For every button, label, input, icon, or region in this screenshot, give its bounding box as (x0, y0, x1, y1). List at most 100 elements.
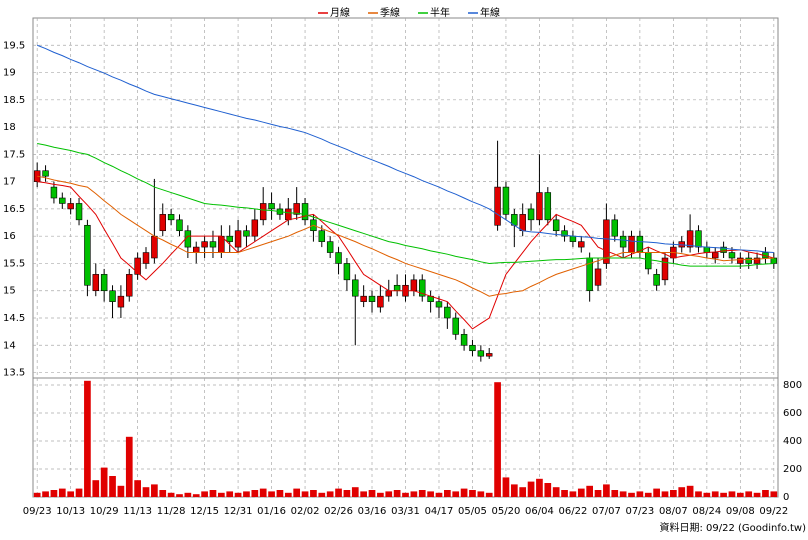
candle-body (301, 203, 309, 221)
y2-tick-label: 600 (783, 408, 802, 419)
candle-body (711, 252, 719, 259)
volume-bar (628, 492, 635, 497)
x-tick-label: 09/23 (23, 506, 52, 517)
candle-body (100, 274, 108, 292)
ma-line (37, 44, 774, 254)
candle-body (720, 246, 727, 253)
volume-bar (326, 491, 334, 497)
x-tick-label: 11/28 (157, 506, 186, 517)
candle-body (519, 214, 526, 232)
volume-bar (50, 490, 58, 497)
candle-body (75, 203, 83, 221)
volume-bar (117, 485, 125, 497)
volume-bar (176, 494, 183, 497)
candle-body (268, 203, 275, 210)
candle-body (67, 203, 74, 210)
y-tick-label: 17 (3, 177, 16, 188)
volume-bar (644, 492, 652, 497)
candle-body (285, 208, 292, 221)
volume-bar (703, 492, 711, 497)
volume-bar (603, 484, 610, 497)
candle-body (134, 257, 141, 275)
candle-body (502, 186, 510, 215)
volume-bar (611, 490, 619, 497)
legend-label: 年線 (480, 6, 500, 19)
candle-body (84, 224, 91, 286)
candle-body (326, 241, 334, 253)
volume-bar (201, 491, 208, 497)
y-tick-label: 19.5 (3, 40, 25, 51)
candle-body (142, 252, 150, 264)
volume-bar (368, 490, 376, 497)
candle-body (578, 241, 585, 248)
volume-bar (561, 490, 568, 497)
volume-bar (594, 490, 602, 497)
candle-body (318, 230, 326, 242)
candle-body (728, 252, 736, 259)
volume-bar (335, 488, 342, 497)
candle-body (352, 279, 359, 297)
volume-bar (460, 488, 468, 497)
volume-bar (736, 492, 744, 497)
y2-tick-label: 400 (783, 436, 802, 447)
candle-body (50, 186, 58, 199)
volume-bar (577, 488, 585, 497)
ma-line (37, 175, 774, 297)
candle-body (686, 230, 694, 248)
volume-bar (293, 488, 301, 497)
volume-bar (728, 491, 736, 497)
candle-body (569, 235, 577, 242)
volume-bar (192, 494, 200, 497)
x-tick-label: 05/05 (458, 506, 487, 517)
x-tick-label: 02/26 (324, 506, 353, 517)
candle-body (460, 334, 468, 346)
candle-body (176, 219, 183, 232)
volume-bar (686, 485, 694, 497)
candle-body (611, 219, 618, 237)
volume-bar (469, 490, 476, 497)
candle-body (201, 241, 208, 248)
volume-bar (42, 491, 49, 497)
volume-bar (661, 491, 669, 497)
candle-body (561, 230, 568, 237)
candle-body (193, 246, 200, 253)
volume-bar (586, 485, 594, 497)
volume-bar (351, 487, 359, 497)
volume-bar (770, 491, 778, 497)
candle-body (469, 344, 476, 352)
candle-body (377, 295, 384, 308)
candle-body (770, 257, 778, 264)
x-tick-label: 12/31 (224, 506, 253, 517)
y2-tick-label: 0 (783, 492, 789, 503)
candle-body (552, 219, 560, 232)
x-tick-label: 09/22 (759, 506, 788, 517)
volume-bar (711, 491, 719, 497)
candle-body (393, 284, 401, 292)
volume-bar (151, 484, 158, 497)
candle-body (385, 290, 392, 297)
candle-body (109, 290, 116, 302)
candle-body (410, 279, 418, 292)
candle-body (695, 230, 702, 248)
candle-body (117, 295, 125, 308)
candle-body (544, 192, 552, 221)
candle-body (737, 257, 744, 264)
volume-bar (636, 491, 644, 497)
volume-bar (360, 491, 367, 497)
volume-bar (569, 491, 577, 497)
volume-bar (762, 490, 769, 497)
candle-body (360, 295, 367, 302)
x-tick-label: 11/13 (123, 506, 152, 517)
candle-body (226, 235, 233, 242)
volume-bar (84, 380, 91, 497)
volume-bar (670, 490, 677, 497)
volume-bar (435, 492, 443, 497)
volume-bar (427, 491, 434, 497)
volume-bar (125, 436, 133, 497)
volume-bar (167, 492, 175, 497)
volume-bar (268, 491, 275, 497)
volume-bar (477, 491, 485, 497)
volume-bar (510, 484, 518, 497)
candle-body (293, 203, 300, 215)
volume-bar (527, 481, 535, 497)
